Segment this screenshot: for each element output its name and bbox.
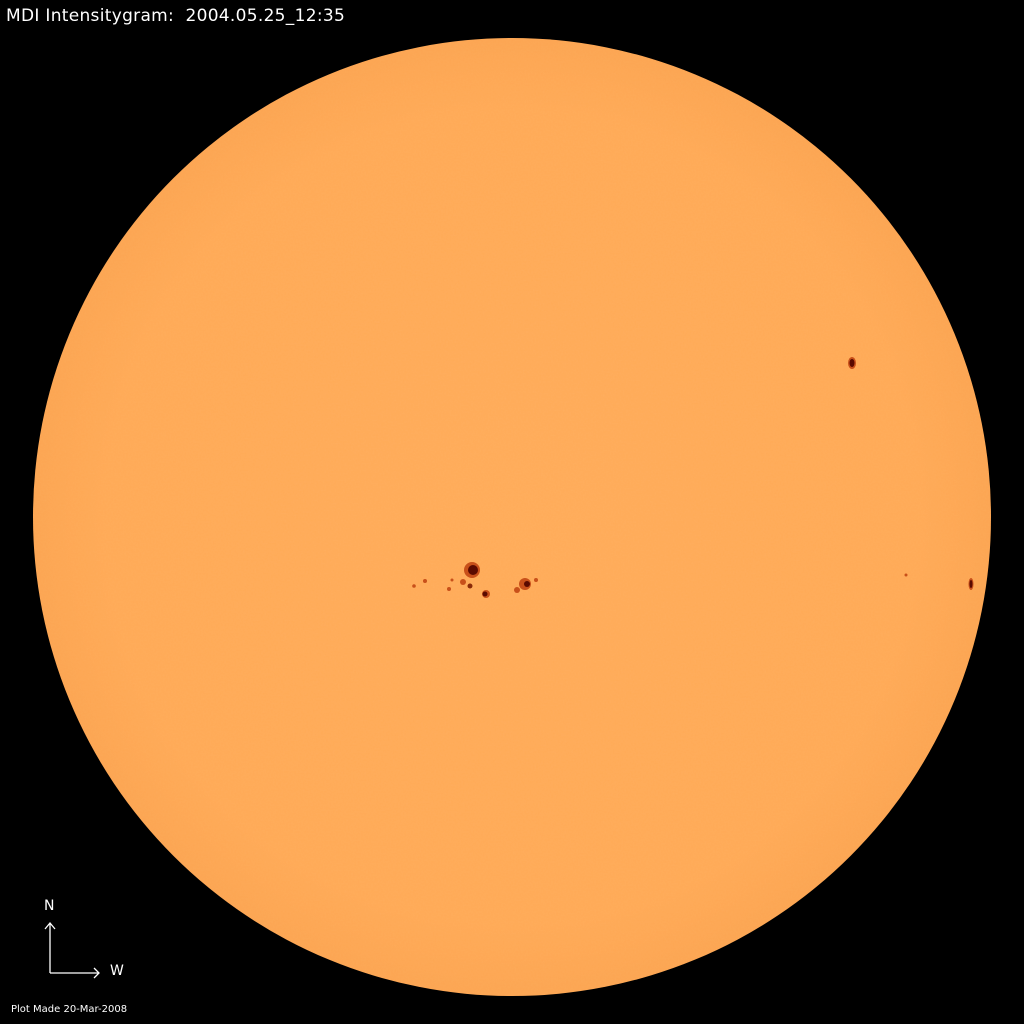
compass-north-label: N [44, 898, 55, 914]
compass-arrows [44, 921, 100, 979]
sunspot-group-center [412, 562, 538, 598]
sunspot-northwest [848, 357, 856, 369]
sunspot-west-limb [904, 573, 974, 590]
plot-made-label: Plot Made 20-Mar-2008 [11, 1004, 128, 1015]
compass-west-label: W [110, 963, 124, 979]
image-title: MDI Intensitygram: 2004.05.25_12:35 [6, 6, 346, 26]
